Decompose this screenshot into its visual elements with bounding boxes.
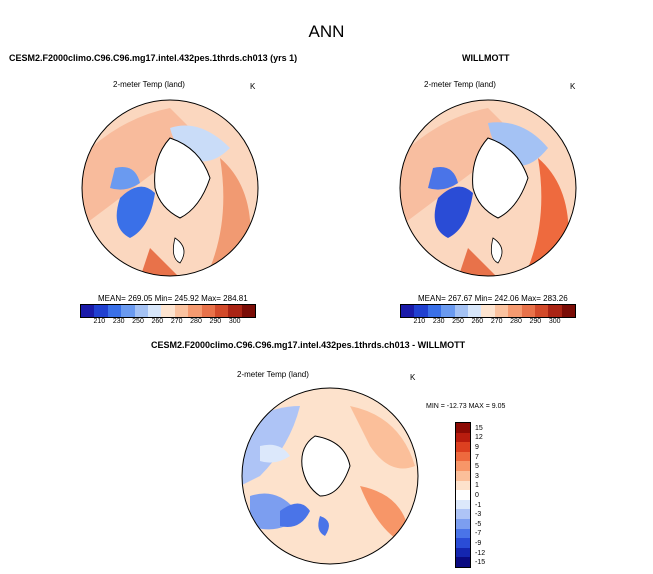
- colorbar-swatch: [174, 305, 189, 317]
- polar-map-difference: [241, 387, 419, 565]
- colorbar-swatch: [427, 305, 442, 317]
- colorbar-tick-label: 230: [112, 318, 125, 325]
- colorbar-tick-label: -5: [475, 520, 482, 528]
- polar-map-observations: [399, 99, 577, 277]
- colorbar-swatch: [94, 305, 108, 317]
- colorbar-tick-label: 3: [475, 472, 479, 480]
- colorbar-swatch: [456, 490, 470, 500]
- colorbar-swatch: [456, 470, 470, 481]
- colorbar-swatch: [107, 305, 122, 317]
- colorbar-tick-label: 250: [452, 318, 464, 325]
- colorbar-tick-label: 5: [475, 463, 479, 471]
- colorbar-swatch: [456, 528, 470, 539]
- colorbar-swatch: [414, 305, 428, 317]
- colorbar-swatch: [456, 423, 470, 433]
- colorbar-swatch: [441, 305, 455, 317]
- colorbar-swatch: [467, 305, 482, 317]
- colorbar-swatch: [456, 442, 470, 452]
- panel2-title: WILLMOTT: [462, 53, 510, 63]
- colorbar-swatch: [214, 305, 229, 317]
- diff-stats: MIN = -12.73 MAX = 9.05: [426, 403, 506, 410]
- page-title: ANN: [308, 22, 345, 41]
- colorbar-tick-label: -1: [475, 501, 482, 509]
- panel2-units-label: K: [570, 82, 576, 91]
- colorbar-swatch: [456, 461, 470, 471]
- colorbar-tick-label: 210: [413, 318, 426, 325]
- colorbar-tick-label: 0: [475, 492, 479, 499]
- colorbar-swatch: [456, 432, 470, 443]
- colorbar-tick-label: 9: [475, 444, 479, 451]
- colorbar-swatch: [147, 305, 162, 317]
- colorbar-swatch: [228, 305, 242, 317]
- colorbar-tick-label: 15: [475, 424, 483, 432]
- colorbar-tick-label: 270: [490, 318, 503, 325]
- colorbar-tick-label: 270: [170, 318, 183, 325]
- colorbar-model-ticks: 210 230 250 260 270 280 290 300: [80, 318, 254, 328]
- colorbar-tick-label: 300: [548, 318, 561, 325]
- colorbar-swatch: [456, 518, 470, 529]
- colorbar-tick-label: -7: [475, 530, 482, 538]
- colorbar-swatch: [456, 538, 470, 548]
- colorbar-swatch: [456, 451, 470, 462]
- colorbar-swatch: [548, 305, 562, 317]
- panel1-stats: MEAN= 269.05 Min= 245.92 Max= 284.81: [98, 294, 248, 303]
- colorbar-tick-label: 290: [529, 318, 542, 325]
- colorbar-swatch: [401, 305, 415, 317]
- colorbar-swatch: [481, 305, 495, 317]
- colorbar-tick-label: 230: [432, 318, 445, 325]
- colorbar-swatch: [121, 305, 135, 317]
- colorbar-swatch: [454, 305, 468, 317]
- colorbar-tick-label: -15: [475, 559, 486, 567]
- colorbar-tick-label: 1: [475, 482, 479, 490]
- colorbar-tick-label: 7: [475, 453, 479, 461]
- colorbar-swatch: [494, 305, 509, 317]
- colorbar-tick-label: 260: [151, 318, 164, 325]
- panel2-variable-label: 2-meter Temp (land): [424, 80, 496, 89]
- colorbar-observations: [400, 304, 576, 318]
- colorbar-difference: [455, 422, 471, 568]
- colorbar-swatch: [188, 305, 202, 317]
- colorbar-tick-label: 290: [209, 318, 222, 325]
- diff-units-label: K: [410, 373, 416, 382]
- colorbar-swatch: [456, 499, 470, 510]
- colorbar-swatch: [508, 305, 522, 317]
- colorbar-swatch: [241, 305, 256, 317]
- colorbar-tick-label: -9: [475, 540, 482, 547]
- colorbar-swatch: [456, 509, 470, 519]
- colorbar-swatch: [201, 305, 215, 317]
- colorbar-swatch: [456, 557, 470, 567]
- colorbar-tick-label: 260: [471, 318, 484, 325]
- colorbar-tick-label: 210: [93, 318, 106, 325]
- colorbar-model: [80, 304, 256, 318]
- colorbar-swatch: [534, 305, 549, 317]
- colorbar-swatch: [134, 305, 148, 317]
- colorbar-swatch: [456, 547, 470, 558]
- colorbar-swatch: [81, 305, 95, 317]
- colorbar-tick-label: 280: [510, 318, 522, 325]
- colorbar-swatch: [161, 305, 175, 317]
- panel1-variable-label: 2-meter Temp (land): [113, 80, 185, 89]
- diff-panel-title: CESM2.F2000climo.C96.C96.mg17.intel.432p…: [151, 340, 466, 350]
- panel2-stats: MEAN= 267.67 Min= 242.06 Max= 283.26: [418, 294, 568, 303]
- colorbar-swatch: [456, 480, 470, 491]
- colorbar-tick-label: 300: [228, 318, 241, 325]
- colorbar-observations-ticks: 210 230 250 260 270 280 290 300: [400, 318, 574, 328]
- polar-map-model: [81, 99, 259, 277]
- colorbar-swatch: [561, 305, 576, 317]
- colorbar-tick-label: 280: [190, 318, 202, 325]
- colorbar-tick-label: -12: [475, 549, 486, 557]
- colorbar-tick-label: 250: [132, 318, 144, 325]
- colorbar-tick-label: 12: [475, 434, 483, 442]
- colorbar-swatch: [521, 305, 535, 317]
- diff-variable-label: 2-meter Temp (land): [237, 370, 309, 379]
- panel1-units-label: K: [250, 82, 256, 91]
- panel1-title: CESM2.F2000climo.C96.C96.mg17.intel.432p…: [9, 53, 298, 63]
- colorbar-tick-label: -3: [475, 511, 482, 519]
